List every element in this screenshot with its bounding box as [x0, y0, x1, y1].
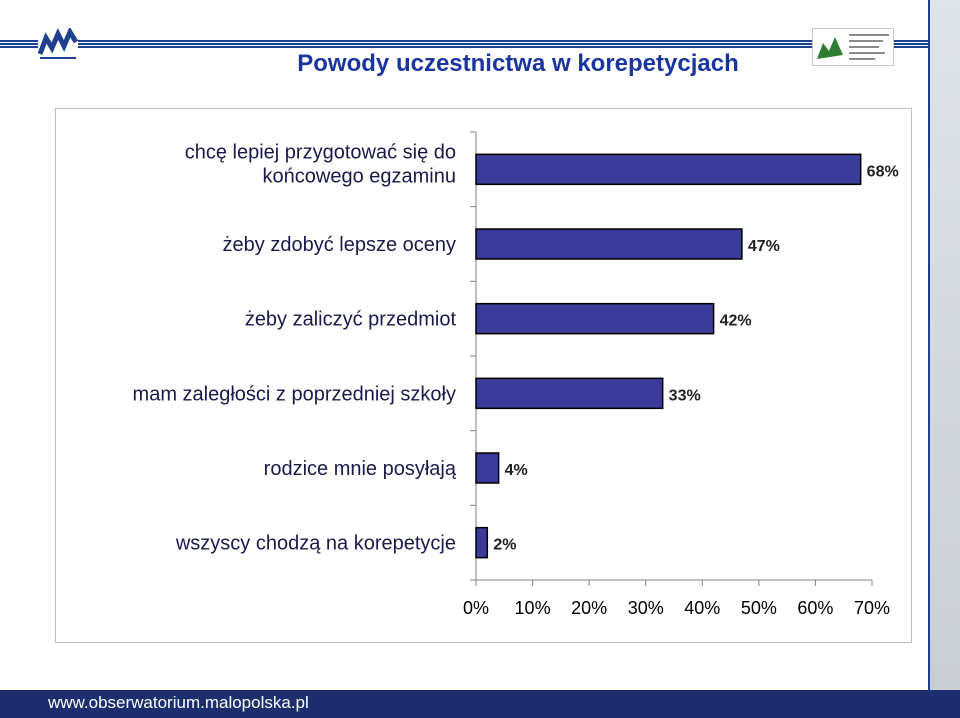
side-decoration [928, 0, 960, 690]
category-label: końcowego egzaminu [263, 165, 456, 187]
x-tick-label: 0% [463, 598, 489, 618]
bar [475, 228, 743, 260]
x-tick-label: 40% [684, 598, 720, 618]
x-tick-label: 30% [628, 598, 664, 618]
logo-right [812, 28, 894, 66]
logo-left [37, 26, 79, 60]
x-tick-label: 70% [854, 598, 890, 618]
bar-value-label: 42% [720, 313, 752, 330]
category-label: żeby zdobyć lepsze oceny [223, 234, 456, 256]
category-label: mam zaległości z poprzedniej szkoły [133, 383, 456, 405]
bar-value-label: 47% [748, 238, 780, 255]
x-tick-label: 10% [515, 598, 551, 618]
category-label: żeby zaliczyć przedmiot [245, 309, 457, 331]
bar [475, 452, 500, 484]
category-label: chcę lepiej przygotować się do [185, 141, 456, 163]
bar [475, 377, 664, 410]
bar [475, 526, 489, 559]
bar-value-label: 2% [493, 537, 516, 554]
bar [475, 302, 715, 335]
chart-title: Powody uczestnictwa w korepetycjach [297, 50, 739, 77]
bar-value-label: 68% [867, 163, 899, 180]
footer-url: www.obserwatorium.malopolska.pl [48, 693, 309, 712]
x-tick-label: 60% [797, 598, 833, 618]
category-label: wszyscy chodzą na korepetycje [175, 533, 456, 555]
x-tick-label: 20% [571, 598, 607, 618]
bar-value-label: 4% [505, 462, 528, 479]
footer-bar [0, 690, 960, 718]
bar-value-label: 33% [669, 387, 701, 404]
category-label: rodzice mnie posyłają [264, 458, 457, 480]
x-tick-label: 50% [741, 598, 777, 618]
header-rule [0, 40, 960, 49]
bar [475, 153, 862, 186]
